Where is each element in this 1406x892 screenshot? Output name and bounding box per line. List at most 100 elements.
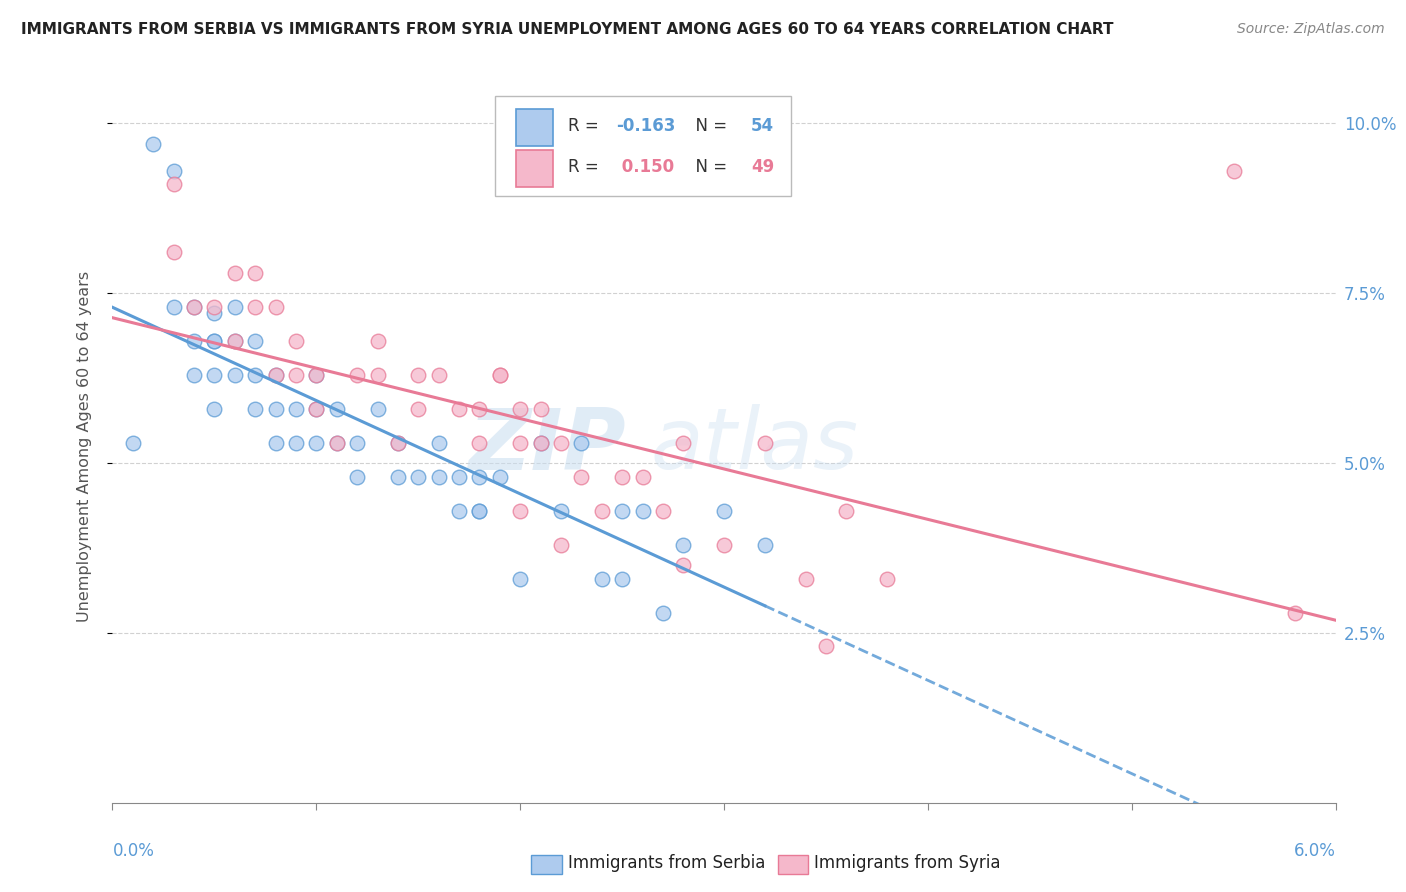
Point xyxy=(591,503,613,517)
Point xyxy=(204,334,226,348)
Point xyxy=(264,435,287,450)
Point xyxy=(264,368,287,382)
Point xyxy=(550,435,572,450)
Point xyxy=(284,401,308,416)
Point xyxy=(183,300,205,314)
Point xyxy=(305,368,328,382)
Point xyxy=(245,266,267,280)
Text: Immigrants from Syria: Immigrants from Syria xyxy=(814,855,1001,872)
Point xyxy=(672,537,695,551)
Point xyxy=(204,334,226,348)
Point xyxy=(571,435,593,450)
Point xyxy=(224,368,246,382)
Point xyxy=(794,572,817,586)
Point xyxy=(224,334,246,348)
Point xyxy=(204,368,226,382)
Point xyxy=(449,503,471,517)
Point xyxy=(245,401,267,416)
Point xyxy=(183,334,205,348)
Point xyxy=(245,300,267,314)
Point xyxy=(224,266,246,280)
Point xyxy=(550,537,572,551)
Text: IMMIGRANTS FROM SERBIA VS IMMIGRANTS FROM SYRIA UNEMPLOYMENT AMONG AGES 60 TO 64: IMMIGRANTS FROM SERBIA VS IMMIGRANTS FRO… xyxy=(21,22,1114,37)
FancyBboxPatch shape xyxy=(516,150,553,186)
Point xyxy=(612,469,634,483)
Point xyxy=(427,368,450,382)
Point xyxy=(183,368,205,382)
Point xyxy=(305,435,328,450)
Point xyxy=(550,503,572,517)
Point xyxy=(754,537,776,551)
Point xyxy=(387,435,409,450)
Point xyxy=(367,334,389,348)
Point xyxy=(468,503,491,517)
Point xyxy=(571,469,593,483)
Point xyxy=(713,537,735,551)
Text: N =: N = xyxy=(685,158,733,176)
Point xyxy=(224,334,246,348)
Point xyxy=(509,503,531,517)
Point xyxy=(284,435,308,450)
Point xyxy=(631,503,654,517)
Point xyxy=(1223,163,1246,178)
Point xyxy=(387,469,409,483)
Point xyxy=(509,435,531,450)
Point xyxy=(245,334,267,348)
Point xyxy=(468,469,491,483)
Text: 49: 49 xyxy=(751,158,775,176)
Point xyxy=(1284,606,1306,620)
Point xyxy=(245,368,267,382)
Point xyxy=(408,368,430,382)
Point xyxy=(264,300,287,314)
Text: -0.163: -0.163 xyxy=(616,117,676,135)
Point xyxy=(509,572,531,586)
Point xyxy=(489,469,512,483)
Point xyxy=(264,401,287,416)
Point xyxy=(163,178,186,192)
Point xyxy=(427,435,450,450)
Text: 54: 54 xyxy=(751,117,775,135)
Point xyxy=(387,435,409,450)
Point xyxy=(468,435,491,450)
Text: R =: R = xyxy=(568,158,603,176)
Point xyxy=(530,435,553,450)
Point xyxy=(612,572,634,586)
Point xyxy=(367,368,389,382)
Text: 0.150: 0.150 xyxy=(616,158,675,176)
Point xyxy=(224,300,246,314)
Point xyxy=(509,401,531,416)
Point xyxy=(122,435,145,450)
Point xyxy=(142,136,165,151)
Point xyxy=(204,401,226,416)
Point xyxy=(427,469,450,483)
Point xyxy=(652,503,675,517)
Text: atlas: atlas xyxy=(651,404,859,488)
Point xyxy=(754,435,776,450)
Point xyxy=(489,368,512,382)
Point xyxy=(612,503,634,517)
Point xyxy=(672,558,695,572)
Point xyxy=(591,572,613,586)
Point xyxy=(326,435,349,450)
Point xyxy=(346,435,368,450)
Point xyxy=(284,334,308,348)
Point xyxy=(204,306,226,320)
Point xyxy=(163,245,186,260)
Point xyxy=(326,435,349,450)
Text: Source: ZipAtlas.com: Source: ZipAtlas.com xyxy=(1237,22,1385,37)
Point xyxy=(713,503,735,517)
Point xyxy=(530,401,553,416)
Text: R =: R = xyxy=(568,117,603,135)
Text: 0.0%: 0.0% xyxy=(112,842,155,860)
Point xyxy=(305,401,328,416)
Point xyxy=(284,368,308,382)
FancyBboxPatch shape xyxy=(516,109,553,146)
Text: Immigrants from Serbia: Immigrants from Serbia xyxy=(568,855,765,872)
Point xyxy=(204,300,226,314)
Text: ZIP: ZIP xyxy=(468,404,626,488)
Point xyxy=(449,401,471,416)
Point xyxy=(652,606,675,620)
Point xyxy=(876,572,898,586)
Point xyxy=(163,300,186,314)
FancyBboxPatch shape xyxy=(495,96,792,196)
